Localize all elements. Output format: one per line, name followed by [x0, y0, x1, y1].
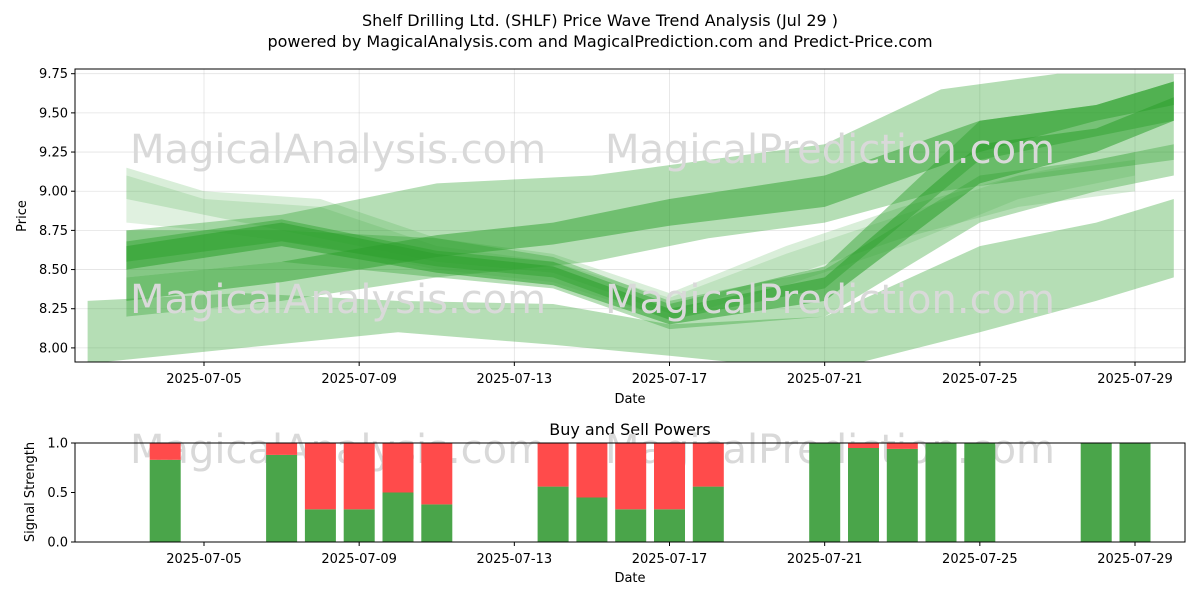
price-x-tick-label: 2025-07-25	[942, 372, 1018, 387]
signal-x-tick-label: 2025-07-29	[1097, 552, 1173, 567]
buy-bar	[1119, 443, 1151, 542]
sell-bar	[149, 443, 181, 460]
signal-y-tick-label: 1.0	[47, 437, 68, 452]
buy-bar	[654, 509, 685, 542]
sell-bar	[266, 443, 298, 455]
signal-x-tick-label: 2025-07-05	[166, 552, 242, 567]
sell-bar	[421, 443, 453, 505]
price-y-label: Price	[15, 200, 30, 232]
signal-y-tick-label: 0.0	[47, 536, 68, 551]
price-y-tick-label: 8.00	[39, 341, 68, 356]
price-y-tick-label: 9.00	[39, 185, 68, 200]
watermark-top-right-2: MagicalPrediction.com	[605, 277, 1055, 323]
buy-bar	[886, 448, 918, 542]
buy-bar	[1080, 443, 1112, 542]
signal-title: Buy and Sell Powers	[549, 420, 711, 439]
price-y-tick-label: 9.50	[39, 106, 68, 121]
price-x-label: Date	[614, 392, 645, 407]
signal-x-label: Date	[614, 571, 645, 586]
signal-x-tick-label: 2025-07-25	[942, 552, 1018, 567]
buy-bar	[964, 443, 996, 542]
price-y-tick-label: 9.75	[39, 67, 68, 82]
buy-bar	[304, 509, 336, 542]
price-x-tick-label: 2025-07-13	[477, 372, 553, 387]
buy-bar	[343, 509, 375, 542]
price-band	[126, 159, 1135, 314]
price-x-axis: 2025-07-05 2025-07-09 2025-07-13 2025-07-17…	[166, 362, 1173, 387]
price-y-tick-label: 9.25	[39, 146, 68, 161]
sell-bar	[692, 443, 724, 487]
signal-x-tick-label: 2025-07-09	[321, 552, 397, 567]
sell-bar	[576, 443, 608, 498]
price-bands	[87, 73, 1174, 362]
buy-bar	[692, 486, 724, 542]
watermark-bottom-1: MagicalAnalysis.com	[130, 427, 546, 473]
signal-y-label: Signal Strength	[23, 442, 38, 542]
buy-bar	[266, 454, 298, 542]
sell-bar	[382, 443, 414, 493]
signal-x-tick-label: 2025-07-21	[787, 552, 863, 567]
sell-bar	[343, 443, 375, 510]
price-y-tick-label: 8.50	[39, 263, 68, 278]
price-y-tick-label: 8.75	[39, 224, 68, 239]
watermark-top-right-1: MagicalPrediction.com	[605, 127, 1055, 173]
price-band	[126, 73, 1174, 317]
signal-y-tick-label: 0.5	[47, 486, 68, 501]
sell-bar	[615, 443, 647, 510]
buy-bar	[421, 504, 453, 542]
signal-x-tick-label: 2025-07-13	[477, 552, 553, 567]
watermark-top-left-1: MagicalAnalysis.com	[130, 127, 546, 173]
price-x-tick-label: 2025-07-29	[1097, 372, 1173, 387]
signal-y-axis: 0.0 0.5 1.0	[47, 437, 75, 551]
signal-panel: Buy and Sell Powers MagicalAnalysis.com …	[23, 420, 1186, 586]
buy-bar	[925, 443, 957, 542]
buy-bar	[848, 447, 879, 542]
watermark-top-left-2: MagicalAnalysis.com	[130, 277, 546, 323]
price-band	[126, 152, 1135, 320]
price-y-axis: 8.00 8.25 8.50 8.75 9.00 9.25 9.50 9.75	[39, 67, 75, 356]
sell-bar	[848, 443, 879, 448]
sell-bar	[304, 443, 336, 510]
price-panel: MagicalAnalysis.com MagicalPrediction.co…	[15, 67, 1186, 407]
signal-bars	[149, 443, 1151, 542]
buy-bar	[809, 443, 841, 542]
price-x-tick-label: 2025-07-21	[787, 372, 863, 387]
buy-bar	[382, 492, 414, 542]
buy-bar	[615, 509, 647, 542]
buy-bar	[537, 486, 569, 542]
signal-x-axis: 2025-07-05 2025-07-09 2025-07-13 2025-07-17…	[166, 542, 1173, 567]
price-y-tick-label: 8.25	[39, 302, 68, 317]
price-band	[126, 81, 1174, 301]
sell-bar	[654, 443, 685, 510]
price-x-tick-label: 2025-07-17	[632, 372, 708, 387]
chart-subtitle: powered by MagicalAnalysis.com and Magic…	[267, 32, 932, 51]
price-x-tick-label: 2025-07-09	[321, 372, 397, 387]
sell-bar	[886, 443, 918, 449]
buy-bar	[576, 497, 608, 542]
chart-title: Shelf Drilling Ltd. (SHLF) Price Wave Tr…	[362, 11, 838, 30]
buy-bar	[149, 459, 181, 542]
signal-x-tick-label: 2025-07-17	[632, 552, 708, 567]
sell-bar	[537, 443, 569, 487]
price-band	[87, 199, 1174, 362]
price-x-tick-label: 2025-07-05	[166, 372, 242, 387]
